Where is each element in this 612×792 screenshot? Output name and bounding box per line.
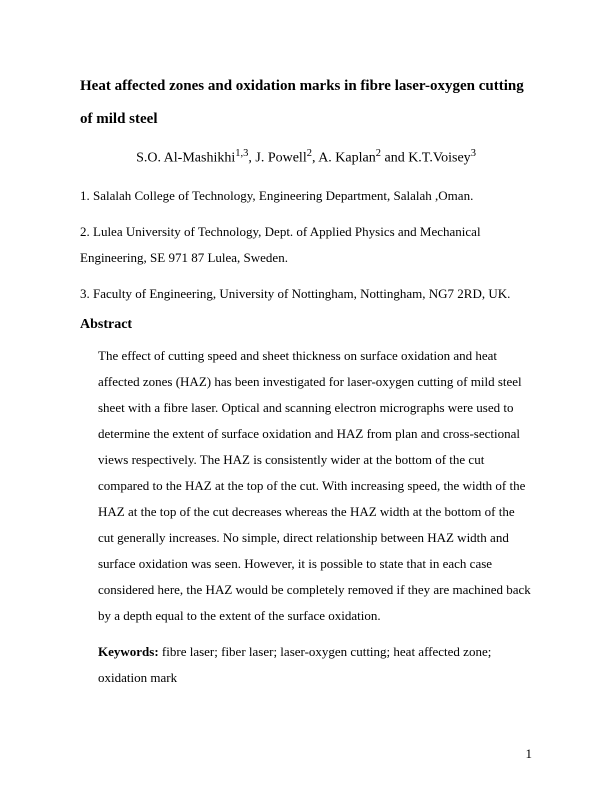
page-number: 1: [526, 746, 533, 762]
keywords-label: Keywords:: [98, 644, 159, 659]
affiliation-1: 1. Salalah College of Technology, Engine…: [80, 183, 532, 209]
keywords-block: Keywords: fibre laser; fiber laser; lase…: [80, 639, 532, 691]
page-container: Heat affected zones and oxidation marks …: [0, 0, 612, 792]
affiliation-2: 2. Lulea University of Technology, Dept.…: [80, 219, 532, 271]
abstract-text: The effect of cutting speed and sheet th…: [80, 343, 532, 629]
author-list: S.O. Al-Mashikhi1,3, J. Powell2, A. Kapl…: [80, 148, 532, 167]
abstract-heading: Abstract: [80, 317, 532, 333]
paper-title: Heat affected zones and oxidation marks …: [80, 70, 532, 136]
affiliation-3: 3. Faculty of Engineering, University of…: [80, 281, 532, 307]
